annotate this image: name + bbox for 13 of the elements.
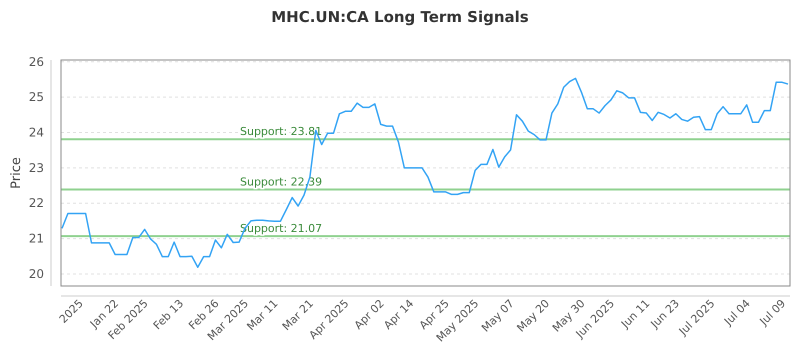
x-tick-label: Feb 13 (150, 296, 186, 332)
chart-title: MHC.UN:CA Long Term Signals (271, 8, 529, 26)
y-tick-label: 26 (28, 54, 44, 69)
y-tick-label: 25 (28, 90, 44, 104)
y-tick-label: 21 (28, 232, 44, 246)
y-tick-label: 24 (28, 126, 44, 140)
y-axis-title: Price (9, 157, 24, 189)
y-tick-label: 22 (28, 196, 44, 210)
x-tick-label: Jul 04 (721, 296, 753, 329)
line-series (61, 78, 789, 268)
y-tick-label: 20 (28, 266, 44, 281)
y-tick-label: 23 (28, 160, 44, 175)
x-tick-label: Jul 09 (756, 296, 788, 329)
